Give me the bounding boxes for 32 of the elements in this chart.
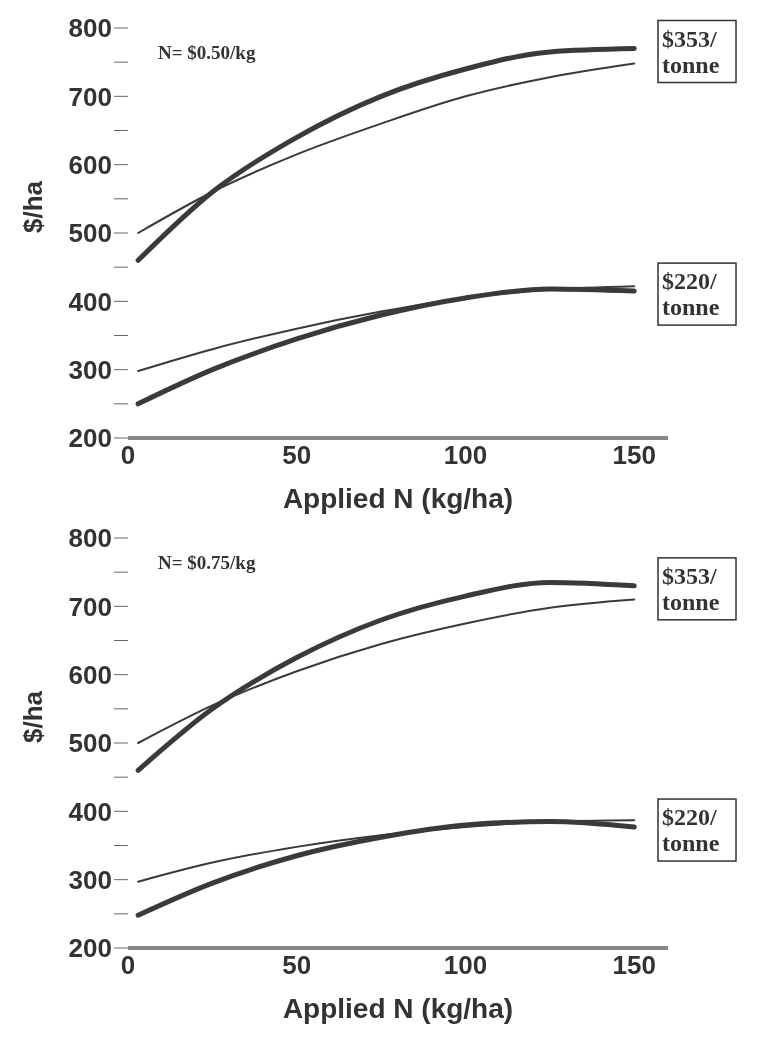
y-tick-label: 200 xyxy=(68,933,112,964)
y-tick-label: 600 xyxy=(68,659,112,690)
y-tick-label: 500 xyxy=(68,218,112,249)
annotation: $220/ tonne xyxy=(662,804,720,857)
annotation: $220/ tonne xyxy=(662,268,720,321)
y-tick-label: 300 xyxy=(68,864,112,895)
x-tick-label: 0 xyxy=(120,440,136,471)
y-axis-title: $/ha xyxy=(18,180,49,233)
annotation: $353/ tonne xyxy=(662,25,720,78)
y-axis-title: $/ha xyxy=(18,690,49,743)
x-tick-label: 0 xyxy=(120,950,136,981)
x-tick-label: 100 xyxy=(443,440,488,471)
y-tick-label: 300 xyxy=(68,354,112,385)
y-tick-label: 500 xyxy=(68,728,112,759)
x-tick-label: 150 xyxy=(612,950,656,981)
y-tick-label: 700 xyxy=(68,81,112,112)
x-tick-label: 50 xyxy=(282,950,312,981)
x-tick-label: 150 xyxy=(612,440,656,471)
annotation: N= $0.75/kg xyxy=(158,552,256,574)
y-tick-label: 600 xyxy=(68,149,112,180)
x-tick-label: 100 xyxy=(443,950,488,981)
annotation: $353/ tonne xyxy=(662,562,720,615)
y-tick-label: 400 xyxy=(68,796,112,827)
y-tick-label: 700 xyxy=(68,591,112,622)
y-tick-label: 800 xyxy=(68,523,112,554)
x-tick-label: 50 xyxy=(282,440,312,471)
x-axis-title: Applied N (kg/ha) xyxy=(282,993,514,1024)
x-axis-title: Applied N (kg/ha) xyxy=(282,483,514,514)
y-tick-label: 200 xyxy=(68,423,112,454)
y-tick-label: 400 xyxy=(68,286,112,317)
y-tick-label: 800 xyxy=(68,13,112,44)
annotation: N= $0.50/kg xyxy=(158,42,256,64)
